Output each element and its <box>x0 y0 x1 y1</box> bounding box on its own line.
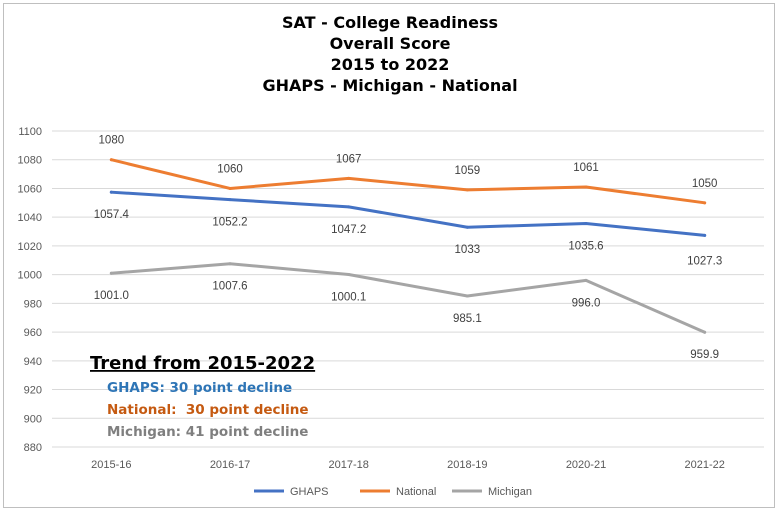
data-point-michigan <box>584 278 588 282</box>
legend-label-ghaps: GHAPS <box>290 486 329 498</box>
chart-title-line: GHAPS - Michigan - National <box>262 76 517 95</box>
data-label-ghaps: 1052.2 <box>212 217 247 229</box>
x-tick-label: 2016-17 <box>210 459 250 471</box>
data-label-national: 1061 <box>573 162 599 174</box>
data-label-ghaps: 1033 <box>455 244 481 256</box>
trend-line: National: 30 point decline <box>107 402 309 418</box>
data-label-national: 1067 <box>336 153 362 165</box>
data-label-michigan: 1000.1 <box>331 291 366 303</box>
trend-line: Michigan: 41 point decline <box>107 424 308 440</box>
data-point-michigan <box>703 330 707 334</box>
legend-label-michigan: Michigan <box>488 486 532 498</box>
data-point-ghaps <box>228 198 232 202</box>
data-label-national: 1050 <box>692 178 718 190</box>
series-line-national <box>109 158 707 205</box>
data-label-national: 1060 <box>217 163 243 175</box>
data-point-michigan <box>465 294 469 298</box>
data-point-national <box>109 158 113 162</box>
data-label-ghaps: 1035.6 <box>568 241 603 253</box>
data-label-national: 1059 <box>455 165 481 177</box>
chart-title-line: 2015 to 2022 <box>331 55 450 74</box>
data-label-ghaps: 1027.3 <box>687 255 722 267</box>
data-label-michigan: 985.1 <box>453 313 482 325</box>
y-tick-label: 920 <box>24 385 42 397</box>
legend-label-national: National <box>396 486 436 498</box>
data-label-michigan: 996.0 <box>572 297 601 309</box>
data-label-national: 1080 <box>99 135 125 147</box>
trend-line: GHAPS: 30 point decline <box>107 380 292 396</box>
y-tick-label: 900 <box>24 413 42 425</box>
y-tick-label: 1060 <box>18 183 42 195</box>
x-tick-label: 2018-19 <box>447 459 487 471</box>
data-point-ghaps <box>347 205 351 209</box>
x-tick-label: 2020-21 <box>566 459 606 471</box>
data-point-ghaps <box>584 222 588 226</box>
line-chart: SAT - College Readiness Overall Score 2015… <box>18 13 764 498</box>
y-tick-label: 1080 <box>18 155 42 167</box>
y-tick-label: 940 <box>24 356 42 368</box>
chart-frame: SAT - College Readiness Overall Score 2015… <box>3 3 775 508</box>
series-line-michigan <box>109 262 707 334</box>
data-point-national <box>347 176 351 180</box>
x-tick-label: 2021-22 <box>684 459 724 471</box>
y-tick-label: 960 <box>24 327 42 339</box>
data-point-national <box>703 201 707 205</box>
data-point-national <box>228 186 232 190</box>
y-tick-label: 980 <box>24 298 42 310</box>
y-tick-label: 1000 <box>18 270 42 282</box>
data-label-ghaps: 1047.2 <box>331 224 366 236</box>
y-tick-label: 1040 <box>18 212 42 224</box>
data-point-michigan <box>228 262 232 266</box>
data-point-michigan <box>109 271 113 275</box>
data-point-ghaps <box>465 225 469 229</box>
data-point-ghaps <box>703 233 707 237</box>
data-point-michigan <box>347 272 351 276</box>
y-tick-label: 880 <box>24 442 42 454</box>
x-tick-label: 2015-16 <box>91 459 131 471</box>
data-point-ghaps <box>109 190 113 194</box>
trend-heading: Trend from 2015-2022 <box>90 353 315 374</box>
chart-title-line: Overall Score <box>330 34 451 53</box>
data-label-ghaps: 1057.4 <box>94 209 130 221</box>
y-tick-label: 1020 <box>18 241 42 253</box>
y-tick-label: 1100 <box>18 126 42 138</box>
x-tick-label: 2017-18 <box>328 459 368 471</box>
chart-title-line: SAT - College Readiness <box>282 13 498 32</box>
data-label-michigan: 1001.0 <box>94 290 129 302</box>
data-label-michigan: 1007.6 <box>212 281 247 293</box>
data-label-michigan: 959.9 <box>690 349 719 361</box>
data-point-national <box>465 188 469 192</box>
series-line-ghaps <box>109 190 707 237</box>
data-point-national <box>584 185 588 189</box>
